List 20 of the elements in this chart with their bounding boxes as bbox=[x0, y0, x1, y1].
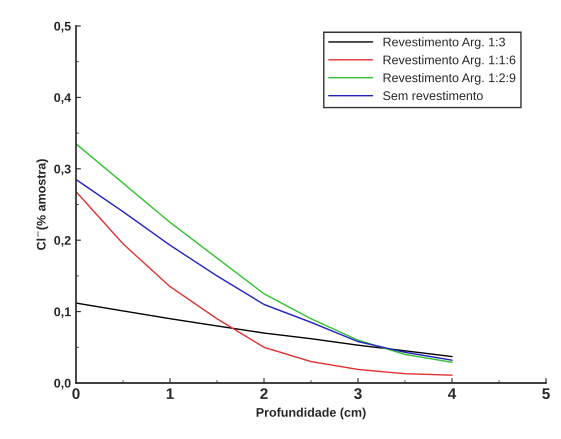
y-axis-title: Cl$^{−}$(% amostra) bbox=[36, 159, 48, 250]
x-axis-title: Profundidade (cm) bbox=[256, 408, 366, 420]
x-tick-label: 2 bbox=[260, 388, 268, 399]
x-tick-label: 3 bbox=[354, 388, 362, 400]
legend-label: Sem revestimento bbox=[383, 90, 483, 100]
y-tick-label: 0,2 bbox=[54, 236, 71, 247]
legend-label: Revestimento Arg. 1:3 bbox=[384, 37, 505, 49]
x-tick-label: 5 bbox=[542, 388, 550, 400]
y-tick-label: 0,1 bbox=[54, 307, 71, 318]
y-tick-label: 0,0 bbox=[54, 378, 71, 390]
y-tick-label: 0,5 bbox=[54, 22, 71, 32]
x-tick-label: 0 bbox=[72, 388, 80, 400]
x-tick-label: 1 bbox=[166, 388, 174, 399]
legend-label: Revestimento Arg. 1:2:9 bbox=[384, 73, 516, 85]
y-tick-label: 0,3 bbox=[54, 164, 71, 176]
line-series bbox=[76, 143, 453, 363]
y-tick-label: 0,4 bbox=[54, 93, 72, 104]
line-series bbox=[76, 302, 453, 358]
x-tick-label: 4 bbox=[448, 388, 456, 399]
legend-label: Revestimento Arg. 1:1:6 bbox=[384, 55, 516, 67]
